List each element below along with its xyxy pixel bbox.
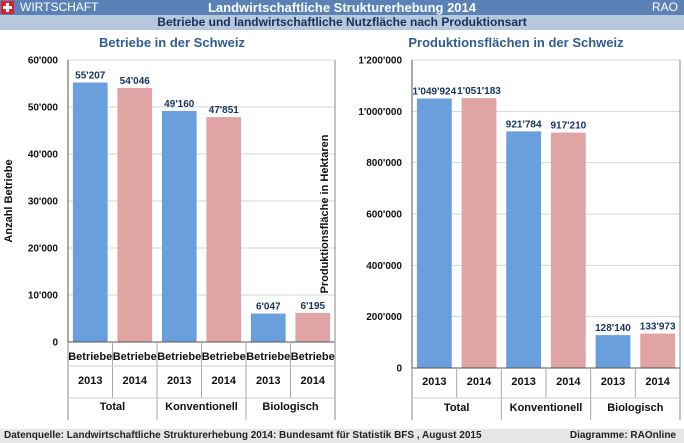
y-tick-label: 30'000 [28,197,59,208]
y-tick-label: 0 [396,364,402,375]
x-group-label: Konventionell [510,402,583,414]
data-label: 54'046 [120,76,151,87]
y-tick-label: 50'000 [28,103,59,114]
y-axis-label: Anzahl Betriebe [3,159,15,242]
x-tick-label: 2014 [556,376,581,388]
top-bar [0,0,684,15]
x-group-label: Total [100,401,125,413]
x-category-label: Betriebe [157,351,201,363]
bar [72,82,108,342]
data-label: 1'049'924 [412,87,456,98]
x-group-label: Biologisch [607,402,664,414]
x-category-label: Betriebe [246,351,290,363]
x-tick-label: 2013 [422,376,446,388]
bar [250,313,286,342]
data-label: 921'784 [506,119,542,130]
bar [550,132,586,368]
y-tick-label: 1'200'000 [358,56,402,67]
y-axis-label: Produktionsfläche in Hektaren [319,134,331,293]
footer-source: Datenquelle: Landwirtschaftliche Struktu… [4,430,482,441]
bar [461,98,497,369]
subtitle-bar [0,15,684,30]
x-group-label: Konventionell [165,401,238,413]
x-group-label: Total [444,402,469,414]
x-category-label: Betriebe [113,351,157,363]
bar [295,312,331,342]
x-tick-label: 2014 [467,376,492,388]
x-tick-label: 2014 [301,375,326,387]
bar [206,117,242,342]
page-title: Landwirtschaftliche Strukturerhebung 201… [207,0,476,15]
x-tick-label: 2014 [645,376,670,388]
x-tick-label: 2013 [256,375,280,387]
swiss-flag-icon [1,1,14,14]
x-tick-label: 2013 [167,375,191,387]
footer-credit: Diagramme: RAOnline [569,430,676,441]
bar [506,131,542,368]
x-category-label: Betriebe [202,351,246,363]
data-label: 47'851 [209,105,240,116]
y-tick-label: 0 [52,338,58,349]
x-tick-label: 2013 [601,376,625,388]
data-label: 6'047 [256,302,281,313]
chart-title: Betriebe in der Schweiz [99,35,245,50]
data-label: 49'160 [164,99,195,110]
y-tick-label: 600'000 [366,210,402,221]
x-tick-label: 2013 [78,375,102,387]
section-label: WIRTSCHAFT [20,0,99,14]
bar [640,333,676,368]
y-tick-label: 200'000 [366,312,402,323]
brand-label: RAO [651,0,678,14]
data-label: 55'207 [75,71,106,82]
y-tick-label: 400'000 [366,261,402,272]
y-tick-label: 1'000'000 [358,107,402,118]
data-label: 133'973 [640,322,676,333]
x-category-label: Betriebe [68,351,112,363]
chart-betriebe: Betriebe in der Schweiz Anzahl Betriebe 0 1… [3,35,336,420]
y-tick-label: 20'000 [28,244,59,255]
data-label: 128'140 [595,323,631,334]
y-tick-label: 60'000 [28,56,59,67]
footer-bar [0,429,684,443]
x-tick-label: 2013 [511,376,535,388]
chart-produktionsflaechen: Produktionsflächen in der Schweiz Produkt… [319,35,681,420]
page-subtitle: Betriebe und landwirtschaftliche Nutzflä… [157,15,527,29]
x-category-label: Betriebe [291,351,335,363]
bar [416,98,452,369]
x-group-label: Biologisch [262,401,319,413]
y-tick-label: 40'000 [28,150,59,161]
data-label: 1'051'183 [457,86,501,97]
x-tick-label: 2014 [212,375,237,387]
data-label: 917'210 [550,121,586,132]
bar [595,335,631,368]
chart-title: Produktionsflächen in der Schweiz [408,35,624,50]
y-tick-label: 800'000 [366,158,402,169]
charts-canvas: Betriebe in der Schweiz Anzahl Betriebe 0 1… [3,35,681,420]
y-tick-label: 10'000 [28,291,59,302]
data-label: 6'195 [300,301,325,312]
x-tick-label: 2014 [123,375,148,387]
bar [161,110,197,342]
bar [117,87,153,342]
